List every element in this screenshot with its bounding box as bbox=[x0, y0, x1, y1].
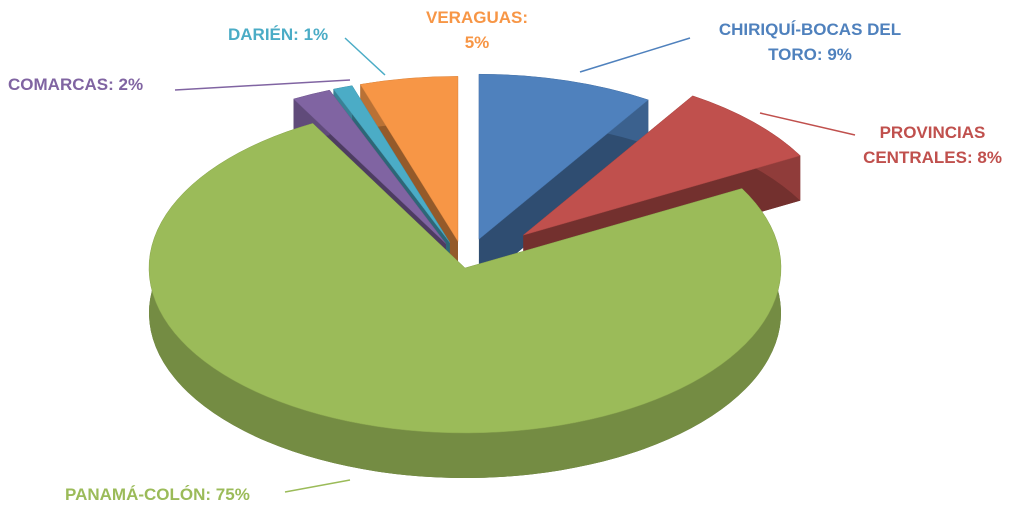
value-label: 75% bbox=[215, 485, 250, 504]
value-label: 9% bbox=[827, 45, 852, 64]
slice bbox=[523, 95, 801, 236]
slice bbox=[148, 123, 782, 434]
category-label: PROVINCIAS CENTRALES: bbox=[863, 123, 986, 167]
leader-line bbox=[174, 79, 351, 91]
leader-line bbox=[759, 112, 856, 136]
slice bbox=[332, 85, 450, 243]
category-label: VERAGUAS: bbox=[425, 8, 528, 27]
data-label: COMARCAS: 2% bbox=[8, 72, 178, 97]
slice bbox=[359, 76, 459, 243]
value-label: 1% bbox=[303, 25, 329, 44]
value-label: 8% bbox=[977, 148, 1002, 167]
value-label: 5% bbox=[464, 33, 490, 52]
leader-line bbox=[284, 479, 351, 493]
category-label: PANAMÁ-COLÓN: bbox=[65, 485, 212, 504]
slice bbox=[478, 73, 649, 240]
data-label: VERAGUAS: 5% bbox=[418, 5, 536, 55]
slice bbox=[293, 89, 447, 244]
leader-line bbox=[344, 37, 386, 76]
data-label: PROVINCIAS CENTRALES: 8% bbox=[845, 120, 1010, 170]
data-label: PANAMÁ-COLÓN: 75% bbox=[65, 482, 305, 507]
data-label: DARIÉN: 1% bbox=[228, 22, 353, 47]
category-label: COMARCAS: bbox=[8, 75, 114, 94]
category-label: DARIÉN: bbox=[228, 25, 299, 44]
data-label: CHIRIQUÍ-BOCAS DEL TORO: 9% bbox=[700, 17, 920, 67]
category-label: CHIRIQUÍ-BOCAS DEL TORO: bbox=[718, 20, 902, 64]
slice-edge bbox=[478, 99, 649, 285]
value-label: 2% bbox=[118, 75, 144, 94]
leader-line bbox=[579, 37, 691, 73]
